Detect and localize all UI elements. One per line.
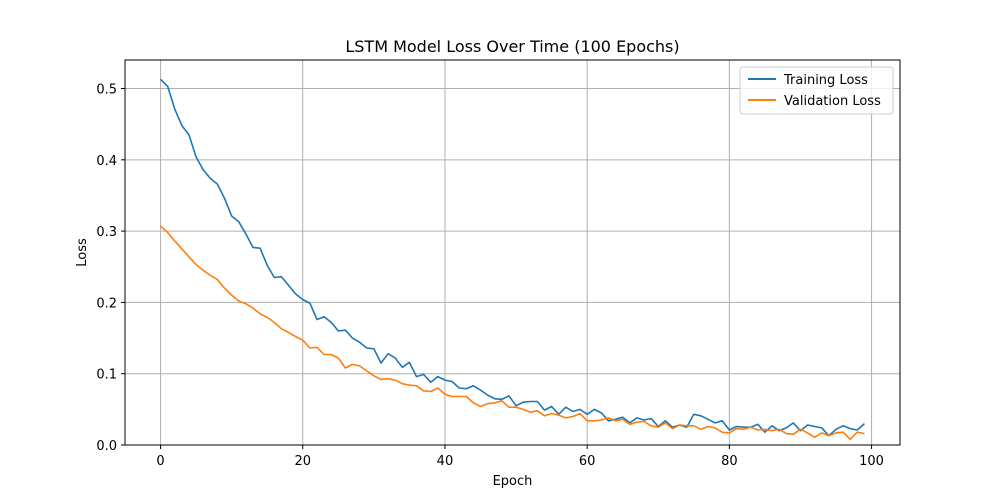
x-tick-label: 60 (579, 454, 596, 469)
training-loss-legend-label: Training Loss (783, 73, 868, 88)
validation-loss-line (160, 225, 865, 441)
ticks: 0 20 40 60 80 100 0.0 0.1 0.2 0.3 0.4 0.5 (96, 83, 884, 469)
x-tick-label: 40 (437, 454, 454, 469)
x-tick-label: 0 (156, 454, 164, 469)
legend: Training Loss Validation Loss (739, 66, 894, 115)
y-tick-label: 0.2 (96, 296, 117, 311)
y-axis-title: Loss (75, 238, 90, 267)
x-tick-label: 80 (721, 454, 738, 469)
x-axis-title: Epoch (493, 474, 533, 489)
y-tick-label: 0.4 (96, 154, 117, 169)
legend-box (739, 66, 894, 115)
chart-title: LSTM Model Loss Over Time (100 Epochs) (345, 37, 679, 56)
series-layer (160, 78, 865, 441)
x-tick-label: 100 (859, 454, 884, 469)
y-tick-label: 0.3 (96, 225, 117, 240)
y-tick-label: 0.5 (96, 83, 117, 98)
plot-frame (124, 59, 901, 446)
training-loss-line (160, 78, 865, 437)
y-tick-label: 0.1 (96, 368, 117, 383)
y-tick-label: 0.0 (96, 439, 117, 454)
x-tick-label: 20 (294, 454, 311, 469)
validation-loss-legend-label: Validation Loss (784, 94, 881, 109)
